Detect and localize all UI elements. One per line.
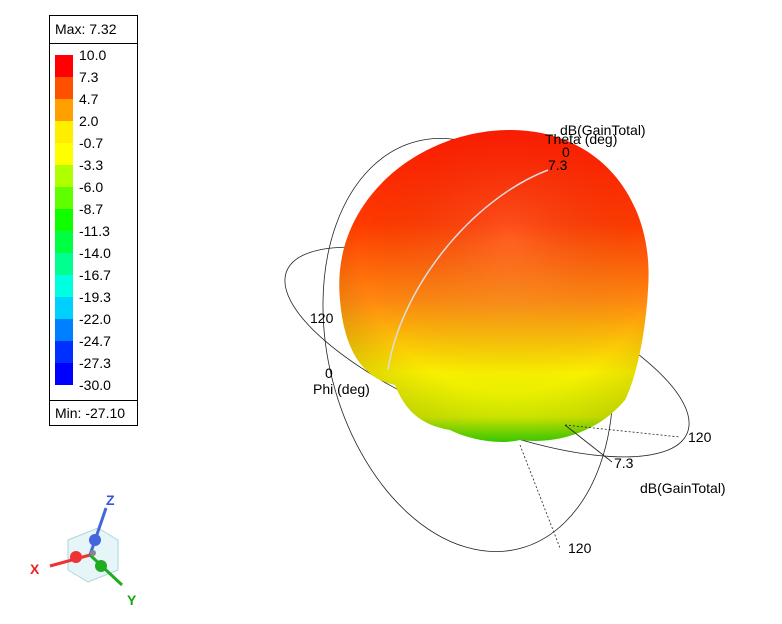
- triad: X Y Z: [30, 492, 137, 608]
- legend-min: Min: -27.10: [55, 405, 125, 421]
- z-ball: [89, 534, 101, 546]
- legend: Max: 7.32 Min: -27.10 10.0 7.3 4.7 2.0 -0.7 -…: [49, 15, 138, 426]
- legend-level: -24.7: [79, 333, 111, 349]
- legend-swatch: [55, 55, 73, 77]
- axis-line: [564, 424, 613, 463]
- legend-level: -8.7: [79, 201, 103, 217]
- legend-swatch: [55, 363, 73, 385]
- theta-axis-label: Theta (deg): [545, 131, 617, 147]
- z-label: Z: [106, 492, 115, 508]
- legend-level: -3.3: [79, 157, 103, 173]
- phi-zero: 0: [325, 365, 333, 381]
- legend-swatch: [55, 319, 73, 341]
- theta-title: dB(GainTotal): [560, 122, 646, 138]
- legend-level: -16.7: [79, 267, 111, 283]
- theta-trace: [387, 169, 549, 371]
- legend-level: 4.7: [79, 91, 99, 107]
- legend-level: 7.3: [79, 69, 99, 85]
- x-arrow: [49, 553, 91, 568]
- legend-swatch: [55, 253, 73, 275]
- legend-swatch: [55, 297, 73, 319]
- axis-line: [564, 424, 681, 438]
- right-title: dB(GainTotal): [640, 480, 726, 496]
- legend-level: -0.7: [79, 135, 103, 151]
- legend-swatch: [55, 99, 73, 121]
- theta-peak: 7.3: [548, 157, 568, 173]
- z-arrow: [88, 507, 108, 556]
- legend-swatch: [55, 165, 73, 187]
- legend-level: -27.3: [79, 355, 111, 371]
- gain-shading: [339, 130, 649, 442]
- phi-tick: 120: [310, 310, 334, 326]
- bottom-tick: 120: [568, 540, 592, 556]
- legend-level: 10.0: [79, 47, 106, 63]
- legend-level: -30.0: [79, 377, 111, 393]
- legend-swatch: [55, 341, 73, 363]
- origin: [90, 550, 96, 556]
- right-tick: 120: [688, 429, 712, 445]
- legend-level: 2.0: [79, 113, 99, 129]
- legend-level: -22.0: [79, 311, 111, 327]
- y-ball: [95, 560, 107, 572]
- legend-swatch: [55, 187, 73, 209]
- legend-swatch: [55, 77, 73, 99]
- x-ball: [70, 551, 82, 563]
- y-arrow: [88, 553, 124, 587]
- legend-swatch: [55, 275, 73, 297]
- legend-level: -19.3: [79, 289, 111, 305]
- right-peak: 7.3: [614, 455, 634, 471]
- legend-swatch: [55, 143, 73, 165]
- legend-swatch: [55, 121, 73, 143]
- axis-line: [519, 444, 561, 549]
- x-label: X: [30, 561, 40, 577]
- legend-max: Max: 7.32: [55, 21, 117, 37]
- y-label: Y: [127, 592, 137, 608]
- legend-level: -11.3: [79, 223, 110, 239]
- phi-axis-label: Phi (deg): [313, 381, 370, 397]
- theta-zero: 0: [562, 144, 570, 160]
- legend-swatch: [55, 231, 73, 253]
- legend-swatch: [55, 209, 73, 231]
- legend-level: -6.0: [79, 179, 103, 195]
- legend-level: -14.0: [79, 245, 111, 261]
